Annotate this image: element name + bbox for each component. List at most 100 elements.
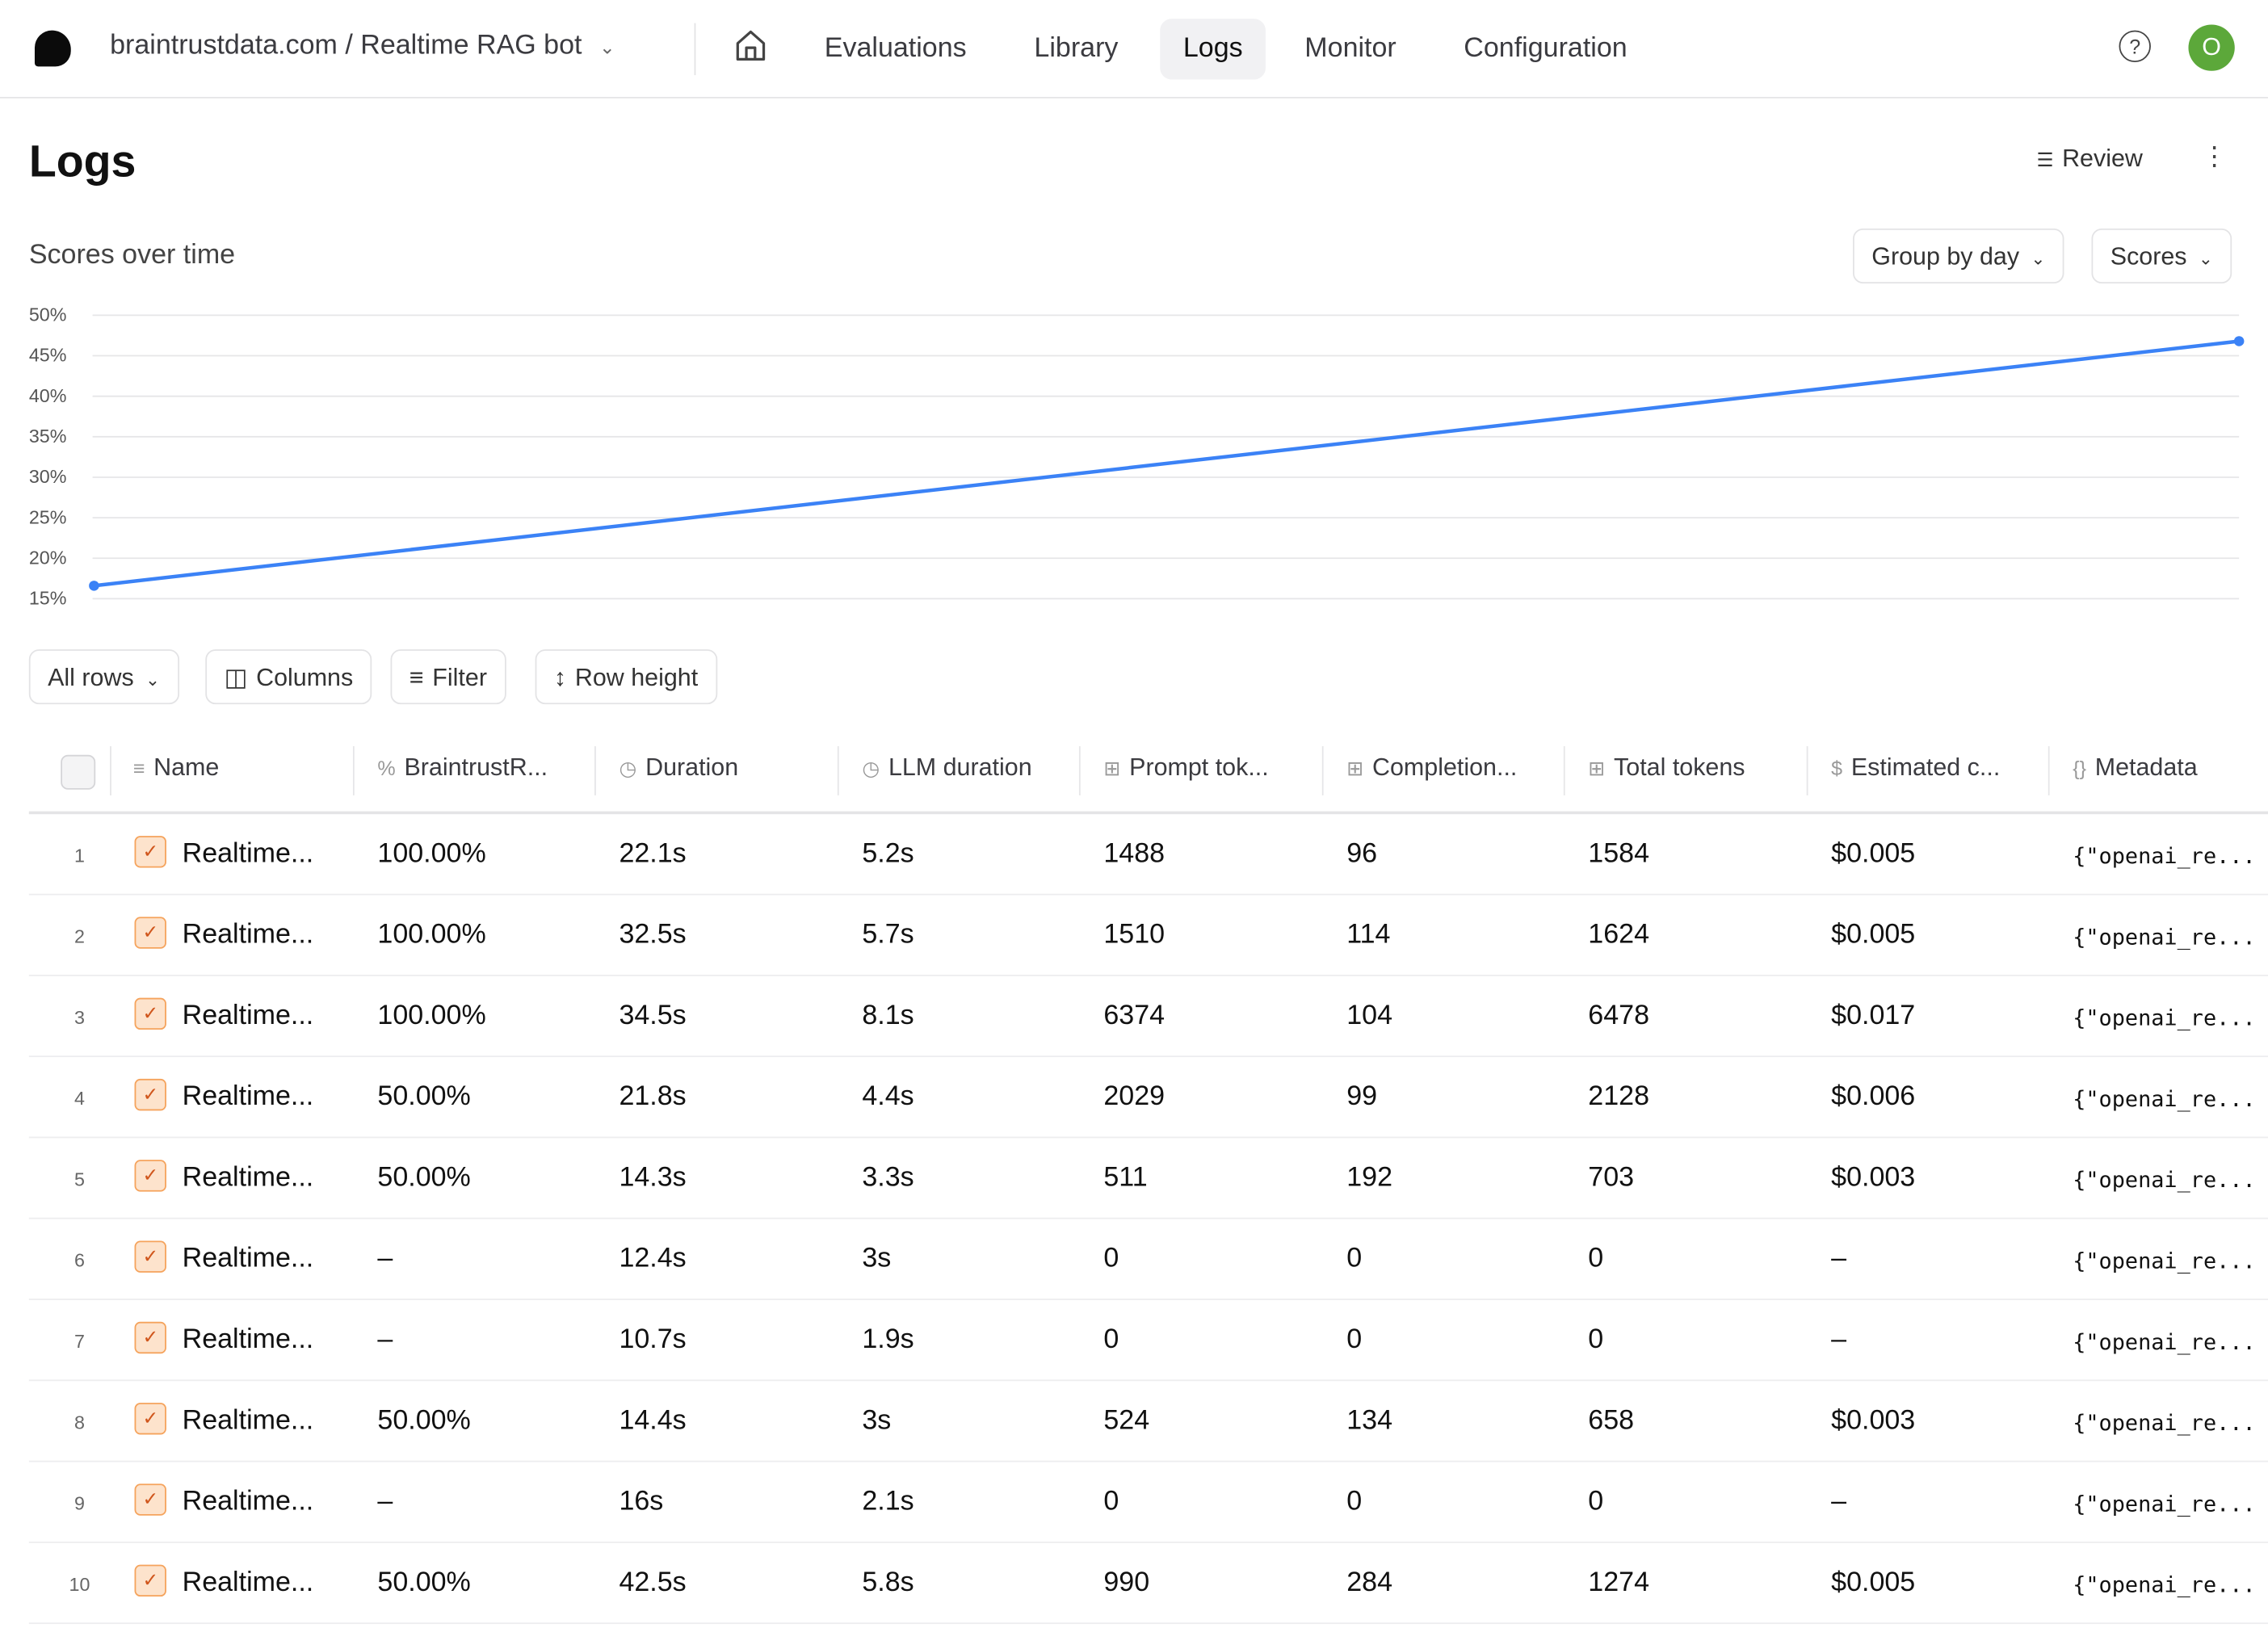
table-cell: {"openai_re...: [2073, 924, 2256, 950]
column-header-total-tokens[interactable]: ⊞ Total tokens: [1588, 753, 1745, 783]
column-type-icon: $: [1831, 756, 1843, 780]
column-divider[interactable]: [594, 746, 596, 795]
help-icon[interactable]: ?: [2119, 30, 2151, 63]
table-cell: $0.003: [1831, 1405, 1916, 1437]
column-header-estimated-c[interactable]: $ Estimated c...: [1831, 753, 2000, 783]
table-row[interactable]: 1 ✓ Realtime... 100.00% 22.1s 5.2s 1488 96 1584 $…: [28, 812, 2268, 896]
scores-chart: [89, 314, 2245, 600]
y-tick-label: 35%: [28, 425, 67, 447]
table-cell: 14.4s: [619, 1405, 687, 1437]
column-divider[interactable]: [1806, 746, 1808, 795]
table-row[interactable]: 9 ✓ Realtime... – 16s 2.1s 0 0 0 – {"openai_re...: [28, 1461, 2268, 1543]
table-cell: 134: [1346, 1405, 1393, 1437]
table-cell: 6374: [1103, 1001, 1166, 1031]
column-divider[interactable]: [837, 746, 839, 795]
project-switcher[interactable]: braintrustdata.com / Realtime RAG bot ⌄: [110, 31, 615, 62]
column-divider[interactable]: [1078, 746, 1081, 795]
review-label: Review: [2062, 145, 2143, 173]
table-cell: 114: [1346, 919, 1391, 950]
group-by-dropdown[interactable]: Group by day ⌄: [1853, 228, 2064, 283]
chevron-down-icon: ⌄: [2198, 249, 2213, 270]
y-tick-label: 45%: [28, 344, 67, 367]
column-type-icon: ⊞: [1588, 756, 1606, 780]
table-cell: –: [377, 1324, 393, 1355]
row-height-icon: ↕: [553, 663, 567, 692]
row-number: 8: [74, 1411, 85, 1433]
table-cell: Realtime...: [182, 1162, 314, 1194]
column-type-icon: %: [377, 756, 396, 780]
row-number: 10: [69, 1573, 90, 1596]
table-cell: 34.5s: [619, 1001, 687, 1031]
table-cell: 0: [1588, 1486, 1604, 1517]
chart-title: Scores over time: [28, 240, 236, 271]
series-line: [94, 339, 2240, 588]
y-tick-label: 15%: [28, 587, 67, 609]
table-cell: 99: [1346, 1081, 1378, 1113]
scores-dropdown[interactable]: Scores ⌄: [2091, 228, 2232, 283]
table-cell: 2128: [1588, 1081, 1650, 1113]
column-header-braintrustr[interactable]: % BraintrustR...: [377, 753, 548, 783]
column-divider[interactable]: [1563, 746, 1565, 795]
column-header-completion[interactable]: ⊞ Completion...: [1346, 753, 1517, 783]
table-cell: {"openai_re...: [2073, 1085, 2256, 1113]
chevron-down-icon: ⌄: [598, 36, 615, 58]
table-row[interactable]: 7 ✓ Realtime... – 10.7s 1.9s 0 0 0 – {"openai_re..…: [28, 1299, 2268, 1382]
table-cell: 5.7s: [862, 919, 914, 950]
table-row[interactable]: 8 ✓ Realtime... 50.00% 14.4s 3s 524 134 658 $0.00…: [28, 1379, 2268, 1462]
tab-library[interactable]: Library: [1034, 33, 1119, 64]
filter-button[interactable]: ≡ Filter: [390, 649, 506, 705]
tab-evaluations[interactable]: Evaluations: [824, 33, 967, 64]
table-cell: 14.3s: [619, 1162, 687, 1194]
column-header-name[interactable]: ≡ Name: [133, 753, 220, 783]
tab-logs[interactable]: Logs: [1160, 19, 1266, 80]
select-all-checkbox[interactable]: [61, 754, 96, 790]
column-header-prompt-tok[interactable]: ⊞ Prompt tok...: [1103, 753, 1268, 783]
table-cell: 3.3s: [862, 1162, 914, 1194]
tab-monitor[interactable]: Monitor: [1304, 33, 1396, 64]
scores-label: Scores: [2110, 242, 2187, 271]
y-tick-label: 50%: [28, 304, 67, 325]
data-point[interactable]: [2233, 336, 2245, 346]
column-type-icon: ⊞: [1346, 756, 1364, 780]
column-header-duration[interactable]: ◷ Duration: [619, 753, 738, 783]
table-cell: 16s: [619, 1486, 664, 1517]
column-header-label: Metadata: [2094, 753, 2198, 782]
task-icon: ✓: [134, 917, 166, 949]
table-cell: –: [377, 1486, 393, 1517]
table-cell: –: [1831, 1324, 1847, 1355]
y-tick-label: 40%: [28, 384, 67, 407]
y-tick-label: 25%: [28, 506, 67, 528]
table-cell: 0: [1103, 1324, 1119, 1355]
task-icon: ✓: [134, 997, 166, 1030]
logo[interactable]: [34, 30, 71, 67]
table-cell: –: [1831, 1244, 1847, 1274]
table-row[interactable]: 4 ✓ Realtime... 50.00% 21.8s 4.4s 2029 99 2128 $0…: [28, 1055, 2268, 1139]
table-cell: {"openai_re...: [2073, 1410, 2256, 1437]
review-button[interactable]: ☰ Review: [2036, 145, 2142, 174]
column-divider[interactable]: [110, 746, 111, 795]
table-cell: Realtime...: [182, 1405, 314, 1437]
data-point[interactable]: [89, 581, 99, 591]
tab-configuration[interactable]: Configuration: [1464, 33, 1628, 64]
table-row[interactable]: 6 ✓ Realtime... – 12.4s 3s 0 0 0 – {"openai_re...: [28, 1218, 2268, 1300]
table-row[interactable]: 10 ✓ Realtime... 50.00% 42.5s 5.8s 990 284 1274 $…: [28, 1542, 2268, 1625]
more-options-icon[interactable]: ⋮: [2201, 141, 2228, 171]
table-cell: $0.003: [1831, 1162, 1916, 1194]
column-header-llm-duration[interactable]: ◷ LLM duration: [862, 753, 1031, 783]
table-row[interactable]: 3 ✓ Realtime... 100.00% 34.5s 8.1s 6374 104 6478…: [28, 975, 2268, 1058]
row-height-button[interactable]: ↕ Row height: [535, 649, 717, 705]
columns-button[interactable]: ◫ Columns: [205, 649, 372, 705]
column-header-metadata[interactable]: {} Metadata: [2073, 753, 2197, 783]
column-divider[interactable]: [1321, 746, 1324, 795]
all-rows-dropdown[interactable]: All rows ⌄: [28, 649, 179, 705]
column-divider[interactable]: [2048, 746, 2050, 795]
avatar[interactable]: O: [2188, 24, 2235, 71]
chevron-down-icon: ⌄: [2031, 249, 2046, 270]
column-divider[interactable]: [352, 746, 355, 795]
home-icon[interactable]: [735, 29, 766, 71]
table-row[interactable]: 2 ✓ Realtime... 100.00% 32.5s 5.7s 1510 114 1624…: [28, 894, 2268, 976]
table-cell: 703: [1588, 1162, 1635, 1194]
task-icon: ✓: [134, 1240, 166, 1273]
table-row[interactable]: 5 ✓ Realtime... 50.00% 14.3s 3.3s 511 192 703 $0.…: [28, 1137, 2268, 1219]
table-cell: 5.2s: [862, 838, 914, 870]
